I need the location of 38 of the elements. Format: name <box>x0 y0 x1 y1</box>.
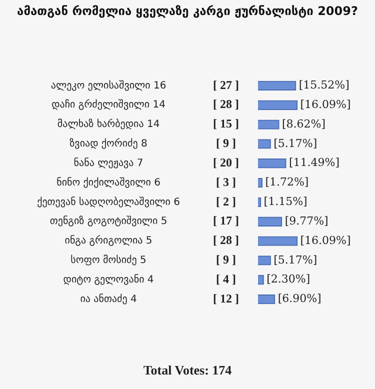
text: [ 9 ] <box>216 252 236 267</box>
y-tick-label: სოფო მოსიძე 5 <box>70 254 146 266</box>
y-tick-label: ქეთევან სადღობელაშვილი 6 <box>37 196 180 208</box>
chart-title: ამათგან რომელია ყველაზე კარგი ჟურნალისტი 2009? <box>17 4 358 18</box>
text: [ 12 ] <box>213 291 239 306</box>
text: [ 15 ] <box>213 116 239 131</box>
text: [ 27 ] <box>213 78 239 92</box>
text: [ 3 ] <box>216 174 236 189</box>
text: [ 9 ] <box>216 136 236 150</box>
data-label: [8.62%] <box>282 117 326 130</box>
data-label: [5.17%] <box>274 136 318 150</box>
text: Total Votes: 174 <box>143 362 232 378</box>
data-label: [6.90%] <box>278 292 322 306</box>
y-tick-label: თენგიზ გოგოტიშვილი 5 <box>50 215 168 228</box>
y-tick-label: ინგა გრიგოლია 5 <box>64 234 152 247</box>
y-tick-label: ია ანთაძე 4 <box>80 292 137 305</box>
text: [ 28 ] <box>213 233 239 248</box>
y-tick-label: ნანა ლეჟავა 7 <box>74 156 144 169</box>
text: [ 4 ] <box>216 272 236 286</box>
text: [ 2 ] <box>216 194 236 208</box>
y-tick-label: დაჩი გრძელიშვილი 14 <box>52 98 166 111</box>
y-tick-label: ზვიად ქორიძე 8 <box>70 138 148 150</box>
y-tick-label: მალხაზ ხარბედია 14 <box>57 118 160 130</box>
data-label: [2.30%] <box>266 272 310 286</box>
data-label: [11.49%] <box>289 156 340 170</box>
data-label: [1.15%] <box>264 195 308 208</box>
y-tick-label: დიტო გელოვანი 4 <box>63 273 154 286</box>
data-label: [15.52%] <box>298 78 350 92</box>
text: [ 20 ] <box>213 155 239 170</box>
data-label: [5.17%] <box>274 253 318 266</box>
y-tick-label: ნინო ქიქილაშვილი 6 <box>56 176 160 188</box>
data-label: [9.77%] <box>284 214 328 228</box>
y-tick-label: ალეკო ელისაშვილი 16 <box>50 79 166 92</box>
text: [ 28 ] <box>213 97 239 112</box>
data-label: [1.72%] <box>265 176 309 189</box>
data-label: [16.09%] <box>300 234 351 247</box>
text: [ 17 ] <box>213 214 239 228</box>
data-label: [16.09%] <box>300 98 351 111</box>
